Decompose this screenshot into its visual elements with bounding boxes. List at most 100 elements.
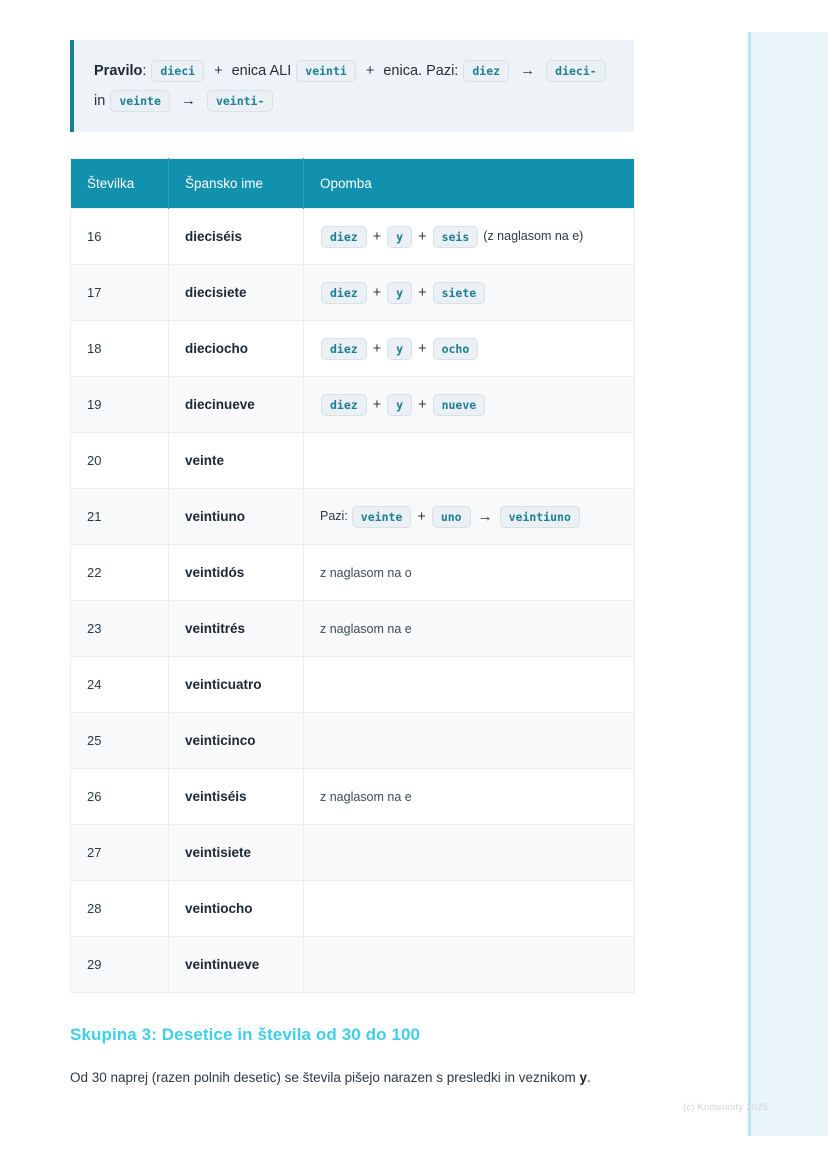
number-value: 23	[87, 621, 102, 637]
cell-note: z naglasom na o	[303, 544, 635, 601]
cell-number: 28	[70, 880, 169, 937]
note-text: z naglasom na e	[320, 790, 412, 805]
watermark: (c) Knowunity 2025	[683, 1102, 768, 1113]
cell-note	[303, 936, 635, 993]
note-chip: y	[387, 225, 413, 248]
note-prefix: Pazi:	[320, 509, 348, 524]
cell-note: diez + y + siete	[303, 264, 635, 321]
note-chip: siete	[432, 281, 486, 304]
cell-number: 25	[70, 712, 169, 769]
note-plus: +	[418, 396, 427, 413]
rule-chip-diez: diez	[463, 60, 510, 83]
cell-spanish-name: veintiséis	[168, 768, 304, 825]
table-header: Številka Špansko ime Opomba	[70, 158, 635, 209]
number-value: 21	[87, 509, 102, 525]
table-row: 21 veintiuno Pazi: veinte + uno → veintiuno	[70, 488, 635, 545]
spanish-name-value: veintisiete	[185, 845, 252, 861]
paragraph-bold-conjunction: y	[579, 1070, 588, 1086]
cell-number: 26	[70, 768, 169, 825]
spanish-name-value: veinte	[185, 453, 225, 469]
note-chip: nueve	[432, 393, 486, 416]
rule-arrow-2: →	[180, 92, 196, 110]
note-chip: y	[387, 281, 413, 304]
cell-number: 22	[70, 544, 169, 601]
cell-spanish-name: veintisiete	[168, 824, 304, 881]
cell-note	[303, 880, 635, 937]
cell-spanish-name: veinte	[168, 432, 304, 489]
table-row: 18 dieciocho diez + y + ocho	[70, 320, 635, 377]
rule-plus-2: +	[365, 63, 375, 80]
note-plus: +	[372, 284, 382, 301]
note-chip: veinte	[351, 505, 412, 528]
number-value: 17	[87, 285, 102, 301]
cell-note: diez + y + nueve	[303, 376, 635, 433]
cell-note: diez + y + ocho	[303, 320, 635, 377]
table-header-row: Številka Špansko ime Opomba	[70, 158, 635, 209]
table-row: 27 veintisiete	[70, 824, 635, 881]
spanish-name-value: diecisiete	[185, 285, 247, 301]
cell-number: 20	[70, 432, 169, 489]
cell-spanish-name: veintitrés	[168, 600, 304, 657]
spanish-name-value: dieciséis	[185, 229, 243, 245]
note-chip: diez	[321, 393, 367, 416]
note-plus: +	[417, 508, 426, 525]
note-chip: uno	[431, 505, 471, 528]
cell-number: 29	[70, 936, 169, 993]
number-value: 26	[87, 789, 102, 805]
section-heading: Skupina 3: Desetice in števila od 30 do …	[70, 1025, 421, 1045]
rule-text-1: enica ALI	[231, 63, 292, 79]
cell-spanish-name: veinticuatro	[168, 656, 304, 713]
table-row: 29 veintinueve	[70, 936, 635, 993]
cell-note: Pazi: veinte + uno → veintiuno	[303, 488, 635, 545]
column-header-spanish-name: Špansko ime	[168, 158, 304, 209]
note-chip: ocho	[432, 337, 479, 360]
spanish-name-value: veintitrés	[185, 621, 246, 637]
cell-number: 27	[70, 824, 169, 881]
note-text: z naglasom na e	[320, 622, 412, 637]
rule-chip-veinti-prefix: veinti-	[206, 90, 274, 113]
rule-chip-veinte: veinte	[110, 90, 170, 113]
rule-chip-dieci: dieci	[151, 60, 205, 83]
cell-note	[303, 656, 635, 713]
number-value: 22	[87, 565, 102, 581]
spanish-name-value: veintinueve	[185, 957, 260, 973]
numbers-table: Številka Špansko ime Opomba 16 dieciséis d…	[70, 158, 635, 994]
rule-text-2: enica.	[383, 63, 423, 79]
number-value: 29	[87, 957, 102, 973]
cell-spanish-name: veintidós	[168, 544, 304, 601]
note-text: z naglasom na o	[320, 566, 412, 581]
rule-plus-1: +	[214, 63, 223, 80]
table-row: 23 veintitrés z naglasom na e	[70, 600, 635, 657]
table-row: 24 veinticuatro	[70, 656, 635, 713]
note-chip: diez	[321, 281, 367, 304]
note-chip: seis	[432, 225, 479, 248]
number-value: 16	[87, 229, 102, 245]
cell-spanish-name: veinticinco	[168, 712, 304, 769]
note-plus: +	[372, 396, 382, 413]
table-row: 17 diecisiete diez + y + siete	[70, 264, 635, 321]
cell-number: 17	[70, 264, 169, 321]
spanish-name-value: veinticinco	[185, 733, 256, 749]
number-value: 27	[87, 845, 102, 861]
table-row: 28 veintiocho	[70, 880, 635, 937]
cell-number: 16	[70, 208, 169, 265]
table-row: 16 dieciséis diez + y + seis (z naglasom na e)	[70, 208, 635, 265]
number-value: 24	[87, 677, 102, 693]
cell-spanish-name: dieciséis	[168, 208, 304, 265]
cell-spanish-name: veintiocho	[168, 880, 304, 937]
cell-number: 21	[70, 488, 169, 545]
table-row: 26 veintiséis z naglasom na e	[70, 768, 635, 825]
cell-number: 19	[70, 376, 169, 433]
rule-chip-dieci-prefix: dieci-	[546, 60, 606, 83]
note-chip: y	[387, 337, 413, 360]
spanish-name-value: veintidós	[185, 565, 245, 581]
rule-chip-veinti: veinti	[296, 60, 356, 83]
spanish-name-value: veintiocho	[185, 901, 253, 917]
cell-note: z naglasom na e	[303, 600, 635, 657]
table-row: 19 diecinueve diez + y + nueve	[70, 376, 635, 433]
cell-number: 23	[70, 600, 169, 657]
number-value: 19	[87, 397, 102, 413]
spanish-name-value: veintiséis	[185, 789, 247, 805]
note-plus: +	[372, 228, 382, 245]
number-value: 18	[87, 341, 102, 357]
